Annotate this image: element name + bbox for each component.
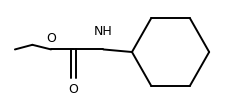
Text: NH: NH <box>94 25 113 38</box>
Text: O: O <box>46 32 56 45</box>
Text: O: O <box>68 83 78 96</box>
